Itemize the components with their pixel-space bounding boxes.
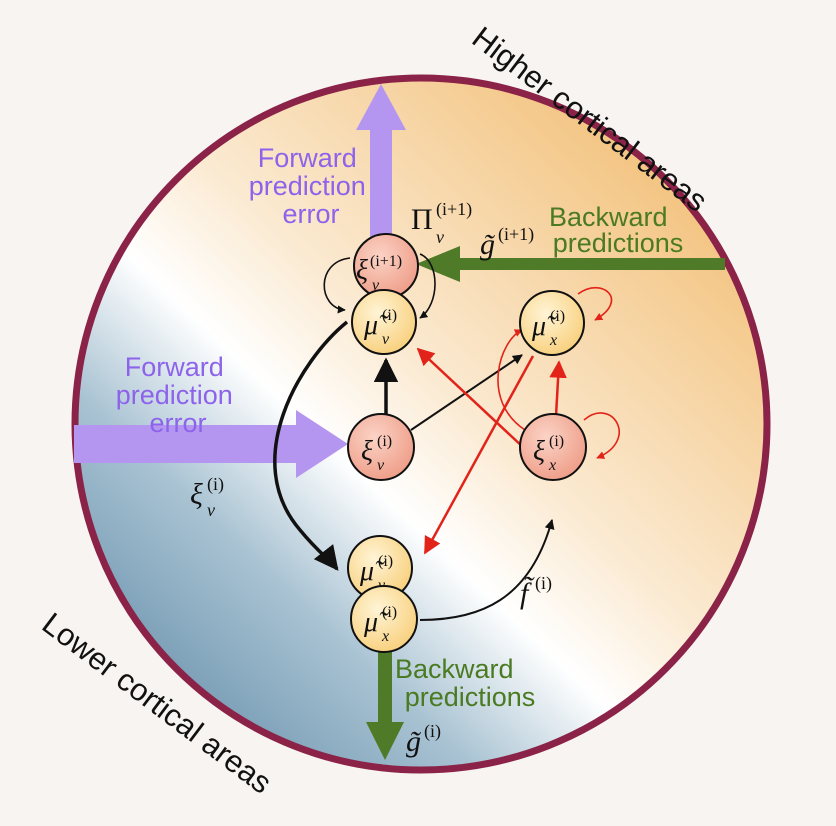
edge-xi-x-curve-to-mu-x [497,329,526,431]
red-connections [416,286,620,555]
f-label: f̃ (i) [520,573,552,610]
xi-v-left-label: ξ v (i) [190,474,224,520]
node-xi-v-mid: ξ v (i) [347,413,415,481]
backward-prediction-out-arrow [366,640,404,760]
precision-pi-label: Π v (i+1) [411,199,472,247]
self-loop-xi-v-top-left [323,257,351,314]
edge-xi-v-to-mu-x [410,354,523,431]
node-xi-x-right-label: ξ x (i) [533,433,564,474]
forward-error-up-arrow [356,84,406,258]
node-mu-x-bottom: μ̃ x (i) [350,585,418,653]
forward-error-top-label: Forward prediction error [249,143,374,229]
backward-predictions-bottom-label: Backward predictions [395,654,535,712]
edge-xi-x-to-mu-x [549,360,567,417]
node-mu-v-top-label: μ̃ v (i) [363,307,397,348]
edge-mu-x-to-xi-x [419,519,555,621]
backward-prediction-in-arrow [416,246,725,282]
node-mu-v-top: μ̃ v (i) [351,289,417,355]
node-mu-x-bottom-label: μ̃ x (i) [363,604,397,645]
g-top-label: g̃ (i+1) [480,224,534,261]
node-xi-v-top: ξ v (i+1) [353,233,419,299]
backward-predictions-top-label: Backward predictions [549,202,683,258]
black-connections [273,253,555,621]
self-loop-mu-x [577,286,613,321]
node-mu-x-right-label: μ̃ x (i) [531,308,565,349]
node-mu-v-bottom: μ̃ v (i) [347,535,413,601]
node-xi-v-mid-label: ξ v (i) [361,433,392,474]
self-loop-xi-v-top-right [419,253,436,319]
edge-xi-x-to-mu-v [416,347,525,449]
node-xi-v-top-label: ξ v (i+1) [356,253,402,294]
forward-error-in-arrow [74,410,348,478]
g-bottom-label: g̃ (i) [406,721,441,758]
edge-mu-x-to-mu-v-bottom [423,355,535,555]
forward-error-left-label: Forward prediction error [116,352,241,438]
node-mu-x-right: μ̃ x (i) [519,290,585,356]
self-loop-xi-x [583,412,620,459]
edge-mu-v-to-mu-v-bottom [273,320,349,571]
node-xi-x-right: ξ x (i) [519,413,587,481]
